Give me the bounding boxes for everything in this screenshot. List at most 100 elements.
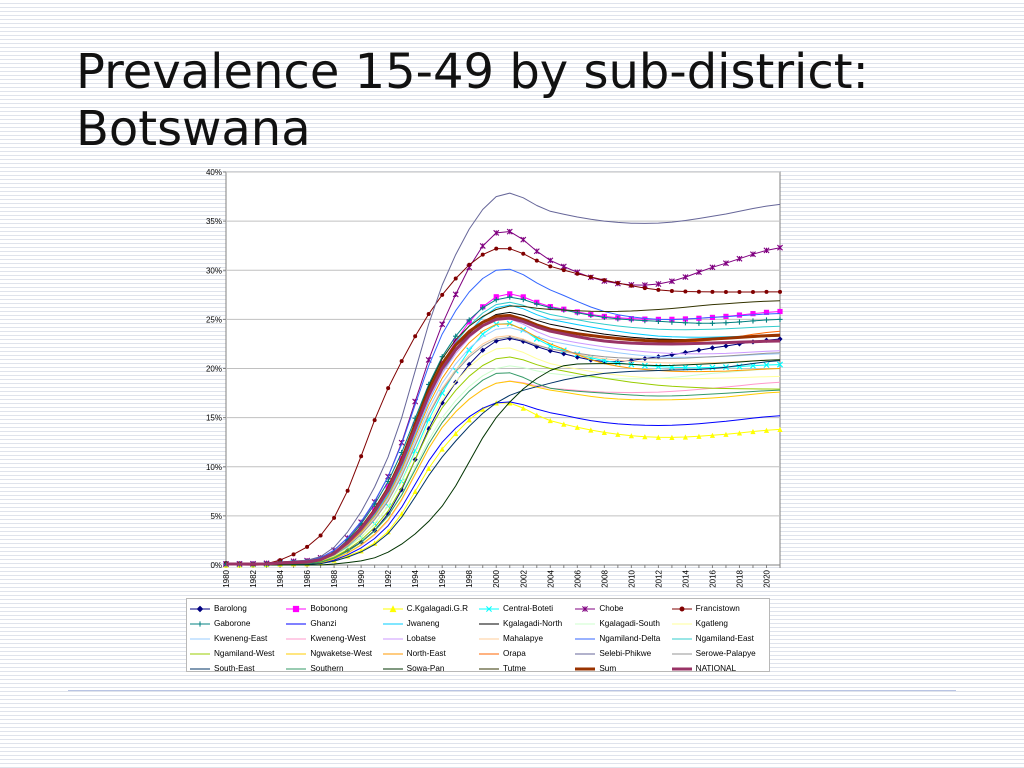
x-tick-label: 2016 xyxy=(708,569,717,587)
series-point-francistown xyxy=(615,280,620,285)
legend-swatch-selebi-phikwe xyxy=(575,653,596,654)
series-point-francistown xyxy=(642,286,647,291)
series-point-gaborone xyxy=(466,317,472,323)
legend-label: Sowa-Pan xyxy=(406,664,445,673)
series-point-central-boteti xyxy=(641,362,648,369)
legend-swatch-kweneng-east xyxy=(190,638,210,639)
series-line-southern xyxy=(225,372,781,566)
x-tick-label: 1998 xyxy=(465,569,474,587)
legend-swatch-lobatse xyxy=(382,638,403,639)
y-tick-label: 30% xyxy=(206,266,222,275)
legend-item-ghanzi: Ghanzi xyxy=(285,616,381,631)
legend-label: NATIONAL xyxy=(695,664,736,673)
series-point-gaborone xyxy=(628,317,634,323)
series-point-c-kgalagadi-g-r xyxy=(750,428,756,435)
legend-swatch-sowa-pan xyxy=(382,668,403,669)
legend-label: Kgatleng xyxy=(695,619,728,628)
legend-label: Francistown xyxy=(695,604,740,613)
legend-label: Ngamiland-East xyxy=(695,634,754,643)
legend-label: Kgalagadi-North xyxy=(503,619,563,628)
series-point-francistown xyxy=(629,283,634,288)
legend-swatch-ngamiland-west xyxy=(190,653,210,654)
series-point-chobe xyxy=(749,251,756,258)
series-point-francistown xyxy=(278,558,283,563)
series-point-c-kgalagadi-g-r xyxy=(682,434,689,440)
series-point-francistown xyxy=(602,278,607,283)
series-point-francistown xyxy=(656,287,661,292)
series-point-bobonong xyxy=(493,294,499,300)
legend-swatch-southern xyxy=(286,668,307,669)
series-point-gaborone xyxy=(493,297,499,303)
series-point-chobe xyxy=(479,242,486,249)
series-point-gaborone xyxy=(588,312,594,318)
series-point-c-kgalagadi-g-r xyxy=(466,417,472,423)
legend-swatch-south-east xyxy=(190,668,210,669)
legend-swatch-kgalagadi-north xyxy=(479,623,499,624)
series-point-barolong xyxy=(669,352,675,358)
series-point-gaborone xyxy=(682,320,689,326)
series-point-c-kgalagadi-g-r xyxy=(777,426,783,433)
x-tick-label: 1980 xyxy=(222,569,231,587)
series-point-c-kgalagadi-g-r xyxy=(547,417,553,424)
series-point-c-kgalagadi-g-r xyxy=(372,540,378,546)
legend-swatch-north-east xyxy=(382,653,403,654)
legend-swatch-mahalapye xyxy=(479,638,499,639)
legend-label: Ngwaketse-West xyxy=(310,649,373,658)
series-point-central-boteti xyxy=(506,320,513,327)
legend-swatch-serowe-palapye xyxy=(671,653,692,654)
legend-item-sowa-pan: Sowa-Pan xyxy=(382,661,478,676)
series-point-gaborone xyxy=(696,320,702,326)
legend-item-tutme: Tutme xyxy=(478,661,574,676)
series-point-chobe xyxy=(533,248,540,255)
x-tick-label: 2000 xyxy=(492,569,501,587)
legend-item-kgatleng: Kgatleng xyxy=(671,616,767,631)
series-point-barolong xyxy=(466,361,472,367)
legend-swatch-central-boteti xyxy=(479,605,499,612)
series-point-francistown xyxy=(359,454,364,459)
series-point-gaborone xyxy=(763,317,770,323)
x-tick-label: 1990 xyxy=(357,569,366,587)
chart-svg: 0% 5% 10% 15% 20% 25% 30% 35% 40% 1980 1982 1984 198… xyxy=(206,168,784,588)
series-point-gaborone xyxy=(507,294,513,300)
series-point-chobe xyxy=(777,244,783,251)
series-point-chobe xyxy=(439,321,446,328)
legend-item-barolong: Barolong xyxy=(189,601,285,616)
legend-item-francistown: Francistown xyxy=(671,601,767,616)
legend-label: Mahalapye xyxy=(503,634,544,643)
series-point-central-boteti xyxy=(655,363,662,370)
legend-item-ngwaketse-west: Ngwaketse-West xyxy=(285,646,381,661)
legend-label: Selebi-Phikwe xyxy=(599,649,652,658)
legend-item-southern: Southern xyxy=(285,661,381,676)
x-tick-label: 2010 xyxy=(627,569,636,587)
series-point-barolong xyxy=(480,347,486,353)
series-point-c-kgalagadi-g-r xyxy=(615,431,621,437)
series-point-gaborone xyxy=(453,333,459,339)
slide-title: Prevalence 15-49 by sub-district: Botswa… xyxy=(76,44,976,158)
legend-label: Ghanzi xyxy=(310,619,337,628)
series-point-gaborone xyxy=(669,319,675,325)
x-tick-label: 1988 xyxy=(330,569,339,587)
legend-item-south-east: South-East xyxy=(189,661,285,676)
legend-item-bobonong: Bobonong xyxy=(285,601,381,616)
series-point-c-kgalagadi-g-r xyxy=(439,446,445,452)
legend-label: Jwaneng xyxy=(406,619,440,628)
x-tick-label: 1996 xyxy=(438,569,447,587)
footer-rule xyxy=(68,690,956,691)
series-point-central-boteti xyxy=(776,361,784,368)
series-point-barolong xyxy=(385,511,391,517)
x-tick-label: 1986 xyxy=(303,569,312,587)
x-tick-label: 2012 xyxy=(654,569,663,587)
series-line-south-east xyxy=(225,360,781,566)
series-point-c-kgalagadi-g-r xyxy=(520,405,526,411)
series-point-chobe xyxy=(520,236,527,243)
x-tick-label: 1982 xyxy=(249,569,258,587)
series-point-bobonong xyxy=(507,291,513,297)
prevalence-chart: 0% 5% 10% 15% 20% 25% 30% 35% 40% 1980 1982 1984 198… xyxy=(184,164,784,676)
legend-swatch-jwaneng xyxy=(382,623,403,624)
legend-swatch-kweneng-west xyxy=(286,638,307,639)
series-point-francistown xyxy=(710,289,715,294)
legend-label: Ngamiland-Delta xyxy=(599,634,661,643)
legend-swatch-ngwaketse-west xyxy=(286,653,307,654)
series-point-barolong xyxy=(709,345,716,351)
x-tick-label: 2020 xyxy=(762,569,771,587)
